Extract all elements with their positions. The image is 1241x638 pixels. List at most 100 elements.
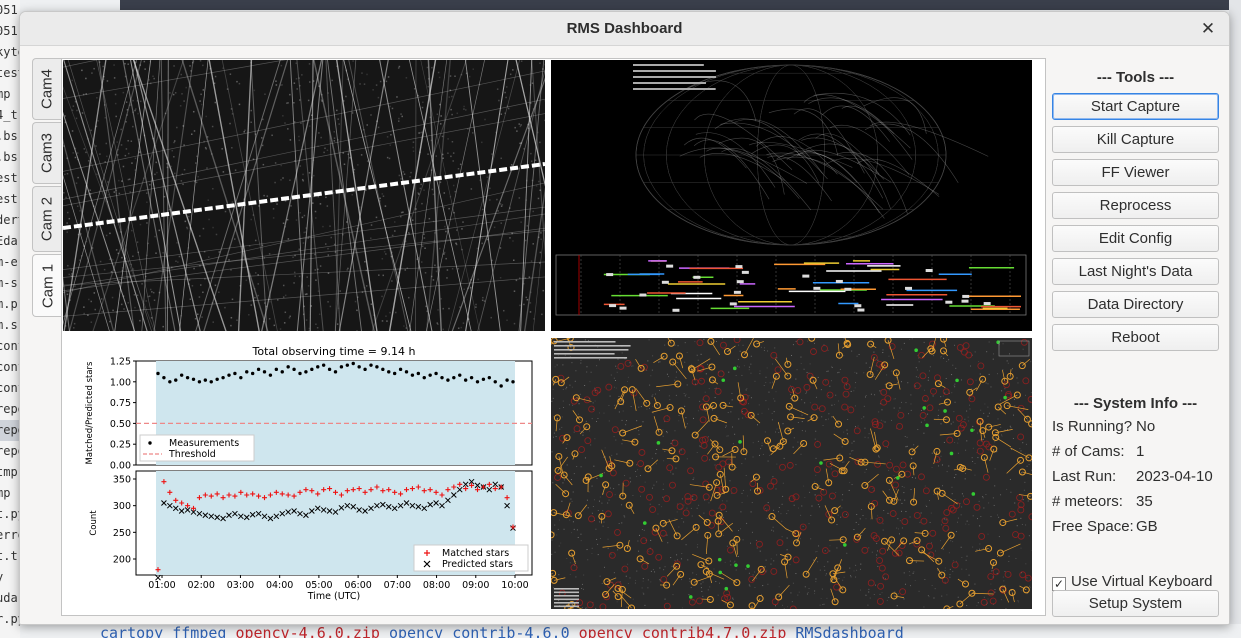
meteor-streak <box>371 60 467 331</box>
reprocess-button[interactable]: Reprocess <box>1052 192 1219 219</box>
predicted-star-marker <box>699 403 707 411</box>
star-residual-line <box>805 556 818 575</box>
background-file-entry: t.tr <box>0 549 20 563</box>
star-residual-line <box>635 388 648 404</box>
meteor-streak <box>63 261 545 286</box>
predicted-star-marker <box>669 481 676 489</box>
edit-config-button[interactable]: Edit Config <box>1052 225 1219 252</box>
catalog-star-dot <box>599 473 603 478</box>
predicted-star-marker <box>982 473 990 481</box>
matched-star-point <box>445 487 451 493</box>
star-residual-line <box>691 368 696 381</box>
predicted-star-marker <box>976 447 984 455</box>
predicted-star-marker <box>941 517 949 525</box>
predicted-star-marker <box>977 362 985 370</box>
tab-cam1[interactable]: Cam 1 <box>32 254 63 317</box>
star-residual-line <box>938 401 948 405</box>
predicted-star-marker <box>770 567 778 575</box>
background-file-entry: repo <box>0 444 20 458</box>
matched-star-marker <box>636 555 644 563</box>
predicted-star-marker <box>586 601 594 609</box>
virtual-keyboard-toggle[interactable]: ✓ Use Virtual Keyboard <box>1052 573 1212 591</box>
predicted-star-marker <box>814 440 822 448</box>
matched-star-point <box>457 481 463 487</box>
tab-cam4[interactable]: Cam4 <box>32 58 61 120</box>
background-file-entry: m-e <box>0 255 18 269</box>
predicted-star-marker <box>659 529 667 537</box>
star-header-text-line <box>554 353 615 355</box>
matched-star-marker <box>583 423 591 431</box>
setup-system-button[interactable]: Setup System <box>1052 590 1219 617</box>
kill-capture-button[interactable]: Kill Capture <box>1052 126 1219 153</box>
star-residual-line <box>971 592 994 595</box>
matched-star-marker <box>961 580 969 588</box>
predicted-star-marker <box>882 440 890 448</box>
matched-star-marker <box>560 471 568 479</box>
matched-star-marker <box>784 372 792 380</box>
predicted-star-marker <box>867 579 875 587</box>
matched-star-point <box>510 524 516 530</box>
tab-cam3[interactable]: Cam3 <box>32 122 61 184</box>
meteor-streak <box>63 227 545 292</box>
matched-star-point <box>244 492 250 498</box>
predicted-star-marker <box>876 516 884 524</box>
matched-star-point <box>344 488 350 494</box>
star-residual-line <box>744 338 754 355</box>
info-value: No <box>1136 418 1156 435</box>
start-capture-button[interactable]: Start Capture <box>1052 93 1219 120</box>
matched-star-point <box>427 487 433 493</box>
matched-star-marker <box>1018 362 1026 370</box>
predicted-star-point <box>368 505 374 512</box>
matched-star-marker <box>668 447 676 455</box>
star-residual-line <box>834 505 841 511</box>
bottom-y-axis-label: Count <box>89 510 99 536</box>
predicted-star-marker <box>715 463 723 471</box>
star-residual-line <box>779 554 789 558</box>
shower-label-marker <box>925 269 933 273</box>
matched-star-marker <box>753 340 761 348</box>
tab-label: Cam4 <box>38 68 56 110</box>
star-residual-line <box>555 483 566 494</box>
close-icon[interactable]: ✕ <box>1200 19 1216 39</box>
shower-label-marker <box>945 300 953 304</box>
data-directory-button[interactable]: Data Directory <box>1052 291 1219 318</box>
matched-star-marker <box>810 414 818 422</box>
matched-star-point <box>220 495 226 501</box>
catalog-star-dot <box>896 476 900 480</box>
matched-star-marker <box>653 401 661 409</box>
matched-star-marker <box>884 338 892 344</box>
tab-cam2[interactable]: Cam 2 <box>32 186 61 252</box>
bottom-legend-box <box>413 544 529 572</box>
ff-viewer-button[interactable]: FF Viewer <box>1052 159 1219 186</box>
matched-star-marker <box>935 557 943 565</box>
predicted-star-marker <box>872 421 879 429</box>
star-residual-line <box>732 542 738 557</box>
matched-star-point <box>498 484 504 490</box>
predicted-star-marker <box>961 348 968 356</box>
star-residual-line <box>628 505 635 514</box>
star-residual-line <box>694 420 710 436</box>
info-key: # meteors: <box>1052 493 1123 510</box>
top-y-axis-label: Matched/Predicted stars <box>85 361 95 464</box>
meteor-streak <box>426 60 451 331</box>
predicted-star-marker <box>841 376 849 384</box>
matched-star-point <box>368 487 374 493</box>
matched-star-marker <box>614 584 622 592</box>
checkbox-icon[interactable]: ✓ <box>1052 577 1066 591</box>
predicted-star-marker <box>660 575 668 583</box>
predicted-star-point <box>433 500 439 506</box>
matched-star-marker <box>702 568 710 576</box>
predicted-star-point <box>285 509 292 515</box>
predicted-star-marker <box>818 405 826 413</box>
matched-star-marker <box>719 401 727 409</box>
matched-star-marker <box>839 586 847 594</box>
reboot-button[interactable]: Reboot <box>1052 324 1219 351</box>
predicted-star-marker <box>749 480 757 488</box>
last-nights-data-button[interactable]: Last Night's Data <box>1052 258 1219 285</box>
matched-star-marker <box>557 379 565 387</box>
predicted-star-point <box>468 478 475 485</box>
star-residual-line <box>841 460 850 472</box>
star-footer-text-line <box>554 591 579 594</box>
star-residual-line <box>1017 408 1028 420</box>
shower-label-marker <box>735 265 743 269</box>
